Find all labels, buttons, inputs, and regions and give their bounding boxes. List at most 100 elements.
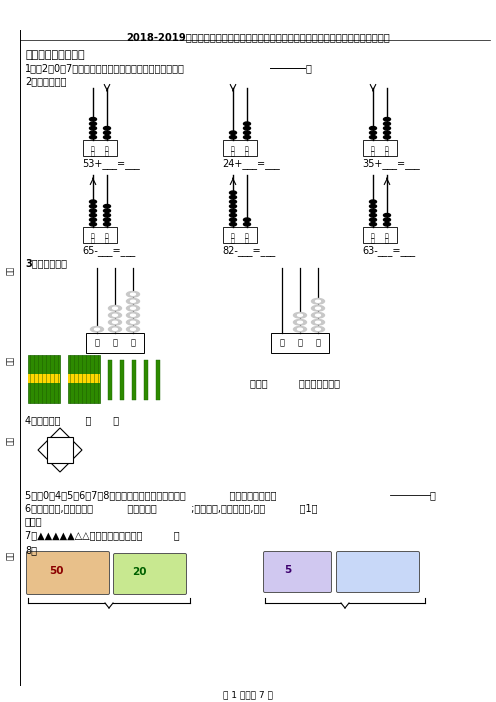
Ellipse shape bbox=[130, 307, 135, 310]
Polygon shape bbox=[38, 428, 82, 472]
Text: 班级: 班级 bbox=[5, 435, 14, 444]
Ellipse shape bbox=[298, 314, 303, 317]
Bar bbox=[363, 227, 397, 243]
Ellipse shape bbox=[244, 131, 250, 135]
Ellipse shape bbox=[370, 135, 376, 139]
Ellipse shape bbox=[244, 223, 250, 226]
Text: 2．看图填数。: 2．看图填数。 bbox=[25, 76, 66, 86]
Text: 个: 个 bbox=[105, 146, 109, 152]
Text: 位: 位 bbox=[385, 238, 389, 244]
Ellipse shape bbox=[130, 293, 135, 296]
Ellipse shape bbox=[383, 218, 390, 222]
Ellipse shape bbox=[230, 204, 237, 208]
Ellipse shape bbox=[89, 135, 97, 139]
Ellipse shape bbox=[383, 223, 390, 226]
Ellipse shape bbox=[113, 307, 118, 310]
Ellipse shape bbox=[130, 322, 135, 324]
Text: 百: 百 bbox=[280, 338, 285, 347]
Text: 十: 十 bbox=[91, 233, 95, 239]
Ellipse shape bbox=[315, 322, 320, 324]
Bar bbox=[144, 360, 148, 400]
Text: 82-___=___: 82-___=___ bbox=[222, 245, 275, 256]
Ellipse shape bbox=[370, 126, 376, 130]
Bar bbox=[271, 333, 329, 353]
Ellipse shape bbox=[109, 305, 122, 311]
Ellipse shape bbox=[104, 135, 111, 139]
Bar bbox=[223, 227, 257, 243]
Ellipse shape bbox=[311, 305, 324, 311]
Ellipse shape bbox=[104, 218, 111, 222]
Text: 位: 位 bbox=[245, 151, 249, 157]
Ellipse shape bbox=[95, 329, 100, 331]
Text: 个十和          个一，合起来是: 个十和 个一，合起来是 bbox=[250, 378, 340, 388]
Text: 1．从2、0、7这三个数中选两个数，组成最大的两位数是: 1．从2、0、7这三个数中选两个数，组成最大的两位数是 bbox=[25, 63, 185, 73]
Ellipse shape bbox=[113, 314, 118, 317]
Text: 8．: 8． bbox=[25, 545, 37, 555]
Text: 。: 。 bbox=[306, 63, 312, 73]
Bar bbox=[68, 374, 100, 383]
Text: 姓名: 姓名 bbox=[5, 355, 14, 364]
Text: 24+___=___: 24+___=___ bbox=[222, 158, 280, 169]
Text: 十: 十 bbox=[371, 146, 375, 152]
Text: 35+___=___: 35+___=___ bbox=[362, 158, 420, 169]
Ellipse shape bbox=[89, 117, 97, 121]
Ellipse shape bbox=[104, 204, 111, 208]
Text: 53+___=___: 53+___=___ bbox=[82, 158, 140, 169]
Ellipse shape bbox=[89, 218, 97, 222]
Text: 题号: 题号 bbox=[5, 550, 14, 559]
Ellipse shape bbox=[113, 322, 118, 324]
Ellipse shape bbox=[294, 312, 307, 318]
Ellipse shape bbox=[230, 131, 237, 135]
Ellipse shape bbox=[315, 314, 320, 317]
Ellipse shape bbox=[370, 218, 376, 222]
Text: 位: 位 bbox=[385, 151, 389, 157]
Text: 百: 百 bbox=[95, 338, 100, 347]
Ellipse shape bbox=[244, 122, 250, 126]
Bar bbox=[28, 374, 60, 383]
Text: 位: 位 bbox=[371, 238, 375, 244]
Bar bbox=[28, 355, 60, 403]
Ellipse shape bbox=[230, 200, 237, 204]
Text: 65-___=___: 65-___=___ bbox=[82, 245, 135, 256]
Text: 5．由0、4、5、6、7、8六个数字组成最大的六位数是              ，最小的六位数是: 5．由0、4、5、6、7、8六个数字组成最大的六位数是 ，最小的六位数是 bbox=[25, 490, 276, 500]
Bar bbox=[132, 360, 136, 400]
Ellipse shape bbox=[311, 298, 324, 304]
Ellipse shape bbox=[130, 329, 135, 331]
Text: 6．做加法时,个位相加满           要向十位进           ;做减法时,个位不够减,要从           借1当: 6．做加法时,个位相加满 要向十位进 ;做减法时,个位不够减,要从 借1当 bbox=[25, 503, 317, 513]
Ellipse shape bbox=[130, 314, 135, 317]
Ellipse shape bbox=[104, 223, 111, 226]
Ellipse shape bbox=[109, 312, 122, 318]
Ellipse shape bbox=[383, 131, 390, 135]
Bar bbox=[363, 140, 397, 156]
Ellipse shape bbox=[315, 300, 320, 303]
Bar bbox=[68, 355, 100, 403]
Text: 分数: 分数 bbox=[5, 265, 14, 274]
Ellipse shape bbox=[104, 209, 111, 213]
Bar bbox=[83, 227, 117, 243]
Ellipse shape bbox=[126, 291, 139, 297]
Ellipse shape bbox=[89, 223, 97, 226]
Text: 一、想一想，填一填: 一、想一想，填一填 bbox=[25, 50, 85, 60]
Ellipse shape bbox=[126, 298, 139, 304]
Ellipse shape bbox=[383, 122, 390, 126]
Text: 3．看图写数。: 3．看图写数。 bbox=[25, 258, 67, 268]
Ellipse shape bbox=[383, 213, 390, 217]
Ellipse shape bbox=[370, 213, 376, 217]
Ellipse shape bbox=[104, 213, 111, 217]
Ellipse shape bbox=[244, 218, 250, 222]
Bar bbox=[47, 437, 73, 463]
Ellipse shape bbox=[294, 326, 307, 332]
Ellipse shape bbox=[294, 319, 307, 325]
Ellipse shape bbox=[104, 131, 111, 135]
FancyBboxPatch shape bbox=[114, 553, 186, 595]
Ellipse shape bbox=[89, 131, 97, 135]
Ellipse shape bbox=[298, 322, 303, 324]
Ellipse shape bbox=[244, 135, 250, 139]
Ellipse shape bbox=[230, 218, 237, 222]
Text: 位: 位 bbox=[371, 151, 375, 157]
Ellipse shape bbox=[311, 326, 324, 332]
Ellipse shape bbox=[230, 223, 237, 226]
Ellipse shape bbox=[383, 117, 390, 121]
Ellipse shape bbox=[370, 204, 376, 208]
Bar bbox=[223, 140, 257, 156]
